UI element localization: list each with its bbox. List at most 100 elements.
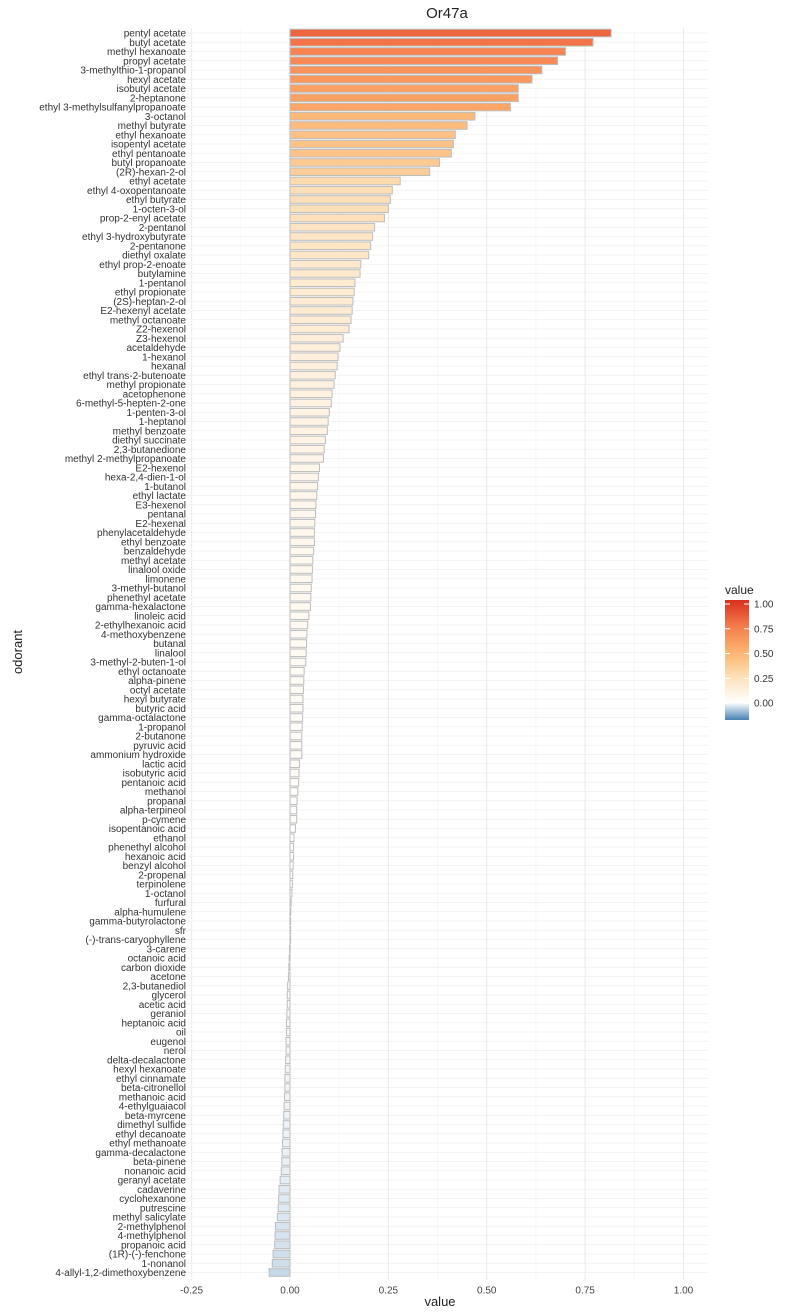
bar — [289, 620, 309, 630]
x-tick-labels: -0.25 0.00 0.25 0.50 0.75 1.00 — [180, 1286, 693, 1297]
bar — [289, 56, 559, 66]
y-tick-label: 1-nonanol — [142, 1259, 186, 1270]
y-tick-label: dimethyl sulfide — [117, 1120, 186, 1131]
y-tick-label: alpha-terpineol — [120, 806, 186, 817]
y-tick-label: 1-hexanol — [142, 352, 186, 363]
y-tick-label: ethyl methanoate — [109, 1139, 186, 1150]
bar — [289, 93, 519, 103]
bar — [289, 851, 295, 861]
y-tick-label: methyl benzoate — [113, 426, 187, 437]
y-tick-label: ethyl 4-oxopentanoate — [87, 186, 186, 197]
bar — [289, 398, 332, 408]
bar — [289, 463, 321, 473]
bar — [289, 250, 370, 260]
bar — [278, 1184, 291, 1194]
y-tick-label: alpha-pinene — [128, 676, 186, 687]
bar — [289, 898, 292, 907]
y-tick-label: cadaverine — [137, 1185, 186, 1196]
bar — [289, 287, 355, 297]
bar — [289, 139, 454, 149]
legend-colorbar — [725, 600, 749, 720]
legend-tick-label: 0.50 — [754, 649, 774, 660]
bar — [286, 990, 291, 1000]
bar — [289, 84, 519, 93]
y-tick-label: (1R)-(-)-fenchone — [109, 1250, 187, 1261]
bar — [289, 814, 298, 824]
y-tick-label: ethyl 3-methylsulfanylpropanoate — [39, 103, 186, 114]
bar — [289, 842, 295, 852]
bar — [289, 481, 319, 491]
bar — [272, 1249, 291, 1259]
y-tick-label: pyruvic acid — [133, 741, 186, 752]
y-axis-title: odorant — [10, 630, 25, 674]
y-tick-label: E3-hexenol — [135, 500, 186, 511]
bar — [289, 944, 291, 954]
bars — [268, 28, 612, 1277]
bar — [289, 370, 336, 380]
bar — [289, 222, 376, 232]
bar — [289, 435, 326, 445]
y-tick-label: carbon dioxide — [121, 963, 186, 974]
y-tick-label: hexyl hexanoate — [113, 1065, 186, 1076]
y-tick-label: ethyl cinnamate — [116, 1074, 186, 1085]
bar — [284, 1073, 291, 1083]
bar — [289, 269, 361, 278]
bar — [289, 426, 328, 436]
bar — [289, 324, 350, 334]
x-tick-label: 0.50 — [477, 1286, 497, 1297]
y-tick-label: 4-methoxybenzene — [101, 630, 186, 641]
bar — [289, 213, 385, 223]
bar — [289, 389, 333, 399]
bar — [289, 130, 456, 140]
y-tick-label: benzaldehyde — [124, 547, 187, 558]
y-tick-label: 2-ethylhexanoic acid — [95, 621, 186, 632]
bar — [285, 1055, 291, 1065]
y-tick-label: 1-penten-3-ol — [127, 408, 186, 419]
bar — [282, 1129, 291, 1139]
y-tick-label: 2-heptanone — [130, 93, 187, 104]
bar — [289, 361, 338, 371]
y-tick-label: 2-methylphenol — [118, 1222, 186, 1233]
y-tick-label: (2S)-heptan-2-ol — [113, 297, 186, 308]
bar — [289, 796, 298, 806]
y-tick-label: octyl acetate — [130, 685, 187, 696]
bar — [289, 407, 330, 417]
bar — [289, 102, 511, 112]
bar — [289, 518, 316, 528]
bar — [289, 787, 299, 796]
bar — [285, 1018, 291, 1028]
bar — [274, 1240, 291, 1250]
x-tick-label: 1.00 — [674, 1286, 694, 1297]
bar — [289, 713, 304, 722]
y-tick-label: delta-decalactone — [107, 1055, 186, 1066]
y-tick-label: phenethyl alcohol — [108, 843, 186, 854]
y-tick-label: methanoic acid — [119, 1092, 186, 1103]
bar — [289, 232, 374, 241]
y-tick-label: 6-methyl-5-hepten-2-one — [76, 399, 186, 410]
bar — [283, 1092, 291, 1102]
bar — [280, 1166, 291, 1176]
y-tick-label: beta-myrcene — [125, 1111, 187, 1122]
bar — [289, 925, 292, 935]
y-tick-label: gamma-hexalactone — [95, 602, 186, 613]
bar — [285, 1036, 291, 1046]
y-tick-label: linoleic acid — [134, 611, 186, 622]
y-tick-label: lactic acid — [142, 759, 186, 770]
y-tick-label: isobutyl acetate — [117, 84, 187, 95]
y-tick-label: 1-butanol — [144, 482, 186, 493]
legend-tick-label: 0.75 — [754, 624, 774, 635]
bar — [289, 611, 310, 621]
bar — [281, 1157, 291, 1166]
bar — [284, 1083, 291, 1092]
y-tick-label: heptanoic acid — [122, 1018, 187, 1029]
y-tick-label: eugenol — [150, 1037, 186, 1048]
bar — [289, 833, 295, 843]
y-tick-label: 2,3-butanedione — [114, 445, 187, 456]
bar — [289, 352, 339, 362]
bar — [274, 1231, 291, 1240]
bar — [289, 546, 315, 556]
y-tick-label: isobutyric acid — [123, 769, 186, 780]
y-tick-label: pentyl acetate — [124, 29, 187, 40]
bar — [289, 195, 391, 204]
